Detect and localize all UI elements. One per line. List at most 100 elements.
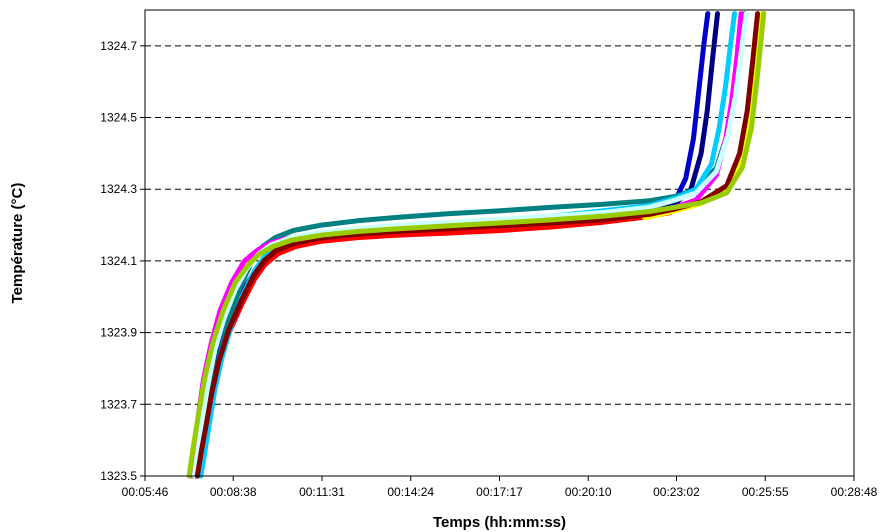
data-point [205, 384, 210, 389]
data-point [715, 11, 720, 16]
x-tick-label: 00:25:55 [742, 485, 789, 499]
data-point [698, 151, 704, 156]
data-point [226, 316, 232, 321]
data-point [270, 244, 275, 249]
data-point [550, 217, 555, 222]
data-point [274, 248, 279, 253]
gridlines [145, 45, 854, 405]
data-point [647, 198, 652, 203]
data-point [216, 359, 222, 364]
data-point [196, 412, 201, 418]
data-point [447, 211, 452, 216]
x-tick-label: 00:11:31 [299, 485, 345, 499]
data-point [319, 232, 324, 238]
data-point [738, 11, 744, 16]
data-point [755, 11, 760, 16]
data-point [740, 165, 745, 170]
data-point [498, 220, 504, 226]
data-point [701, 43, 706, 48]
data-point [705, 108, 710, 113]
data-point [744, 11, 749, 16]
data-point [710, 58, 715, 63]
data-point [749, 126, 754, 131]
data-point [202, 377, 207, 382]
data-point [261, 258, 267, 264]
data-point [761, 11, 766, 16]
data-point [550, 205, 555, 210]
y-tick-label: 1324.1 [100, 254, 137, 268]
data-point [319, 222, 324, 228]
data-point [396, 215, 401, 220]
data-point [498, 208, 504, 213]
data-point [673, 205, 678, 210]
data-point [191, 445, 196, 450]
data-point [693, 190, 699, 195]
y-tick-label: 1324.3 [100, 182, 137, 196]
x-tick-label: 00:28:48 [831, 485, 878, 499]
data-point [705, 11, 710, 16]
data-point [257, 251, 263, 256]
data-point [733, 93, 738, 99]
axis-ticks: 1323.5 1323.7 1323.9 1324.1 1324.3 1324.5 1324… [100, 39, 877, 499]
series-line [191, 11, 749, 479]
data-point [750, 61, 755, 66]
data-point [355, 218, 360, 223]
data-point [723, 86, 728, 92]
data-point [273, 235, 278, 240]
data-point [239, 298, 244, 303]
y-tick-label: 1324.7 [100, 39, 137, 53]
x-axis-title: Temps (hh:mm:ss) [433, 514, 566, 531]
data-point [209, 391, 214, 396]
data-point [673, 197, 678, 203]
series-group [186, 11, 767, 479]
data-point [355, 229, 360, 234]
data-point [647, 209, 652, 214]
data-point [203, 423, 209, 428]
data-point [714, 169, 719, 174]
data-point [498, 228, 504, 233]
data-point [246, 262, 251, 267]
data-point [226, 326, 232, 332]
data-point [220, 308, 226, 314]
data-point [755, 72, 760, 77]
series-line [186, 11, 767, 479]
data-point [725, 133, 730, 138]
data-point [199, 448, 204, 454]
data-point [242, 258, 247, 264]
data-point [696, 90, 701, 95]
data-point [601, 213, 606, 219]
data-point [251, 273, 256, 278]
data-point [447, 223, 452, 228]
data-point [737, 151, 742, 156]
data-point [728, 43, 733, 48]
data-point [683, 176, 688, 181]
y-tick-label: 1323.5 [100, 469, 137, 483]
x-tick-label: 00:17:17 [476, 485, 523, 499]
x-tick-label: 00:23:02 [653, 485, 700, 499]
data-point [698, 200, 704, 206]
data-point [738, 50, 744, 56]
data-point [691, 136, 696, 142]
data-point [200, 416, 205, 421]
data-point [396, 226, 401, 231]
data-point [447, 230, 452, 236]
y-tick-label: 1323.7 [100, 397, 137, 411]
data-point [732, 11, 737, 16]
data-point [210, 341, 215, 346]
y-tick-label: 1324.5 [100, 111, 137, 125]
x-tick-label: 00:05:46 [122, 485, 169, 499]
data-point [716, 126, 722, 131]
data-point [550, 224, 555, 230]
data-point [647, 205, 652, 210]
data-point [291, 228, 296, 233]
data-point [709, 161, 714, 167]
data-point [724, 190, 729, 195]
x-tick-label: 00:08:38 [210, 485, 257, 499]
data-point [289, 237, 294, 243]
data-point [396, 232, 401, 238]
x-tick-label: 00:14:24 [387, 485, 434, 499]
y-tick-label: 1323.9 [100, 326, 137, 340]
data-point [745, 108, 750, 113]
data-point [233, 280, 238, 285]
